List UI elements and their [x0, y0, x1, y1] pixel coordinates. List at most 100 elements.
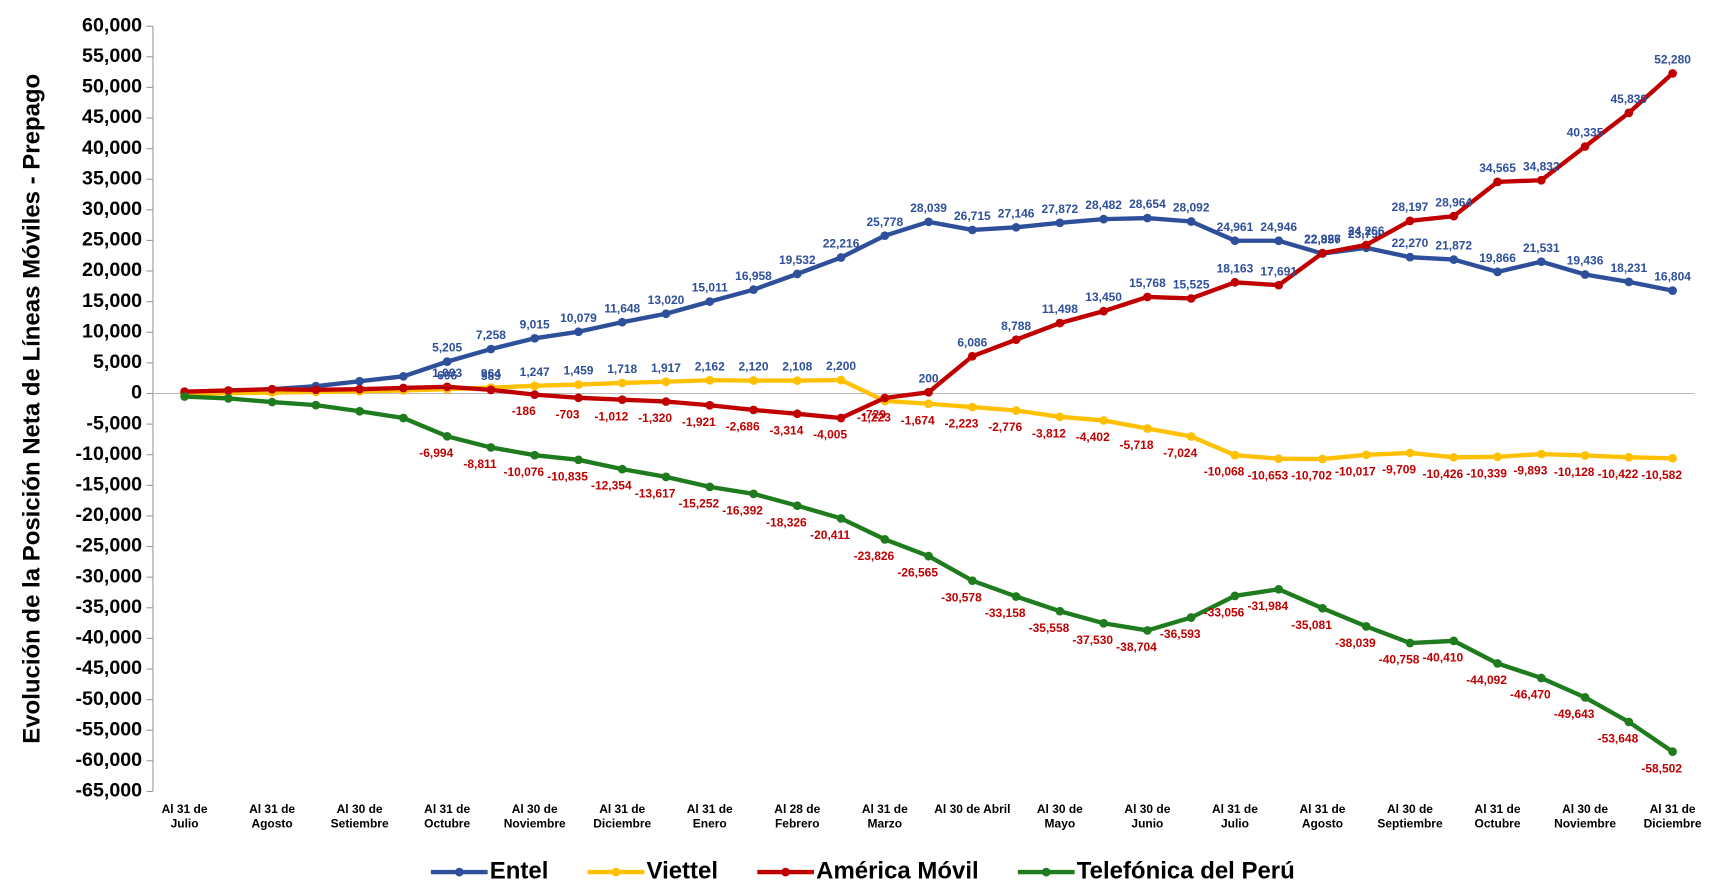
data-label: -2,686 [726, 420, 760, 434]
data-point [1580, 270, 1590, 279]
data-label: -9,893 [1513, 464, 1547, 478]
x-tick-label: Al 30 de Junio [1124, 802, 1170, 830]
data-point [486, 385, 496, 395]
data-label: -49,643 [1554, 707, 1595, 721]
data-point [1536, 673, 1546, 683]
data-label: -703 [556, 407, 580, 421]
x-tick-label: Al 30 de Mayo [1037, 802, 1083, 830]
data-label: 15,525 [1173, 278, 1210, 292]
data-point [574, 327, 583, 337]
data-label: -1,223 [857, 411, 891, 425]
y-tick-label: 55,000 [82, 45, 142, 67]
data-point [1186, 432, 1196, 441]
data-point [1055, 606, 1065, 616]
data-point [442, 431, 452, 441]
y-tick-label: 45,000 [82, 106, 142, 128]
data-point [1055, 318, 1065, 328]
y-tick-label: 30,000 [82, 198, 142, 220]
data-point [1493, 659, 1502, 668]
y-tick-label: -20,000 [76, 504, 143, 526]
data-point [1405, 216, 1415, 226]
data-label: 696 [437, 368, 457, 382]
data-label: 13,450 [1085, 290, 1122, 304]
data-point [792, 376, 802, 385]
data-point [1099, 214, 1109, 224]
data-point [749, 376, 758, 385]
data-point [705, 400, 715, 410]
data-label: 17,691 [1260, 264, 1297, 278]
data-label: -3,812 [1032, 426, 1066, 440]
data-point [661, 472, 671, 482]
data-point [486, 344, 496, 354]
data-label: -186 [512, 404, 536, 418]
data-point [1624, 452, 1634, 462]
data-point [749, 405, 758, 415]
data-label: 28,092 [1173, 201, 1210, 215]
x-tick-label: Al 31 de Octubre [424, 802, 470, 830]
data-point [967, 225, 977, 235]
data-point [1186, 217, 1196, 226]
data-point [1624, 277, 1634, 287]
data-point [574, 393, 583, 403]
data-label: -10,426 [1423, 467, 1464, 481]
data-label: -15,252 [679, 496, 720, 510]
data-point [1668, 453, 1677, 463]
x-tick-label: Al 31 de Agosto [249, 802, 295, 830]
data-label: 28,654 [1129, 197, 1166, 211]
data-point [399, 371, 408, 381]
x-tick-label: Al 31 de Agosto [1299, 802, 1345, 830]
data-point [705, 297, 715, 306]
y-tick-label: 10,000 [82, 320, 142, 342]
x-tick-label: Al 31 de Julio [1212, 802, 1258, 830]
data-label: 11,648 [604, 301, 640, 315]
data-label: -10,128 [1554, 465, 1595, 479]
data-label: 22,926 [1304, 232, 1341, 246]
data-point [1405, 252, 1415, 262]
data-label: 1,459 [563, 364, 593, 378]
data-label: -1,921 [682, 415, 716, 429]
data-point [1580, 451, 1590, 460]
y-tick-label: -10,000 [76, 443, 143, 465]
y-tick-label: -30,000 [76, 565, 143, 587]
data-label: 964 [481, 367, 501, 381]
x-tick-label: Al 31 de Diciembre [1644, 802, 1702, 830]
data-label: -10,076 [503, 465, 544, 479]
legend-marker [611, 867, 621, 877]
data-label: -10,422 [1598, 467, 1639, 481]
data-label: 22,270 [1392, 236, 1429, 250]
data-point [1405, 638, 1415, 648]
data-label: 7,258 [476, 328, 506, 342]
data-label: -12,354 [591, 479, 632, 493]
data-label: -10,582 [1641, 468, 1682, 482]
data-point [792, 269, 802, 279]
data-label: 13,020 [648, 293, 685, 307]
data-label: -10,017 [1335, 464, 1376, 478]
data-point [1318, 248, 1327, 258]
data-point [661, 397, 671, 406]
data-point [267, 384, 277, 394]
data-point [705, 375, 715, 385]
data-point [1361, 240, 1371, 250]
data-point [1449, 636, 1459, 646]
data-point [792, 409, 802, 419]
data-point [661, 309, 671, 319]
y-tick-label: 50,000 [82, 76, 142, 98]
data-point [1055, 412, 1065, 422]
data-point [880, 231, 890, 241]
data-point [1449, 452, 1459, 462]
data-point [617, 464, 627, 474]
data-point [530, 450, 540, 460]
data-point [617, 395, 627, 405]
legend-marker [1041, 867, 1051, 877]
y-tick-label: 60,000 [82, 14, 142, 36]
y-tick-label: -60,000 [76, 749, 143, 771]
data-point [1011, 222, 1021, 232]
data-point [1536, 257, 1546, 267]
y-tick-label: -50,000 [76, 688, 143, 710]
y-tick-label: -55,000 [76, 718, 143, 740]
data-point [1230, 236, 1240, 246]
data-label: -20,411 [810, 528, 850, 542]
y-tick-label: 5,000 [93, 351, 142, 373]
data-label: 6,086 [957, 335, 987, 349]
data-point [486, 443, 496, 452]
